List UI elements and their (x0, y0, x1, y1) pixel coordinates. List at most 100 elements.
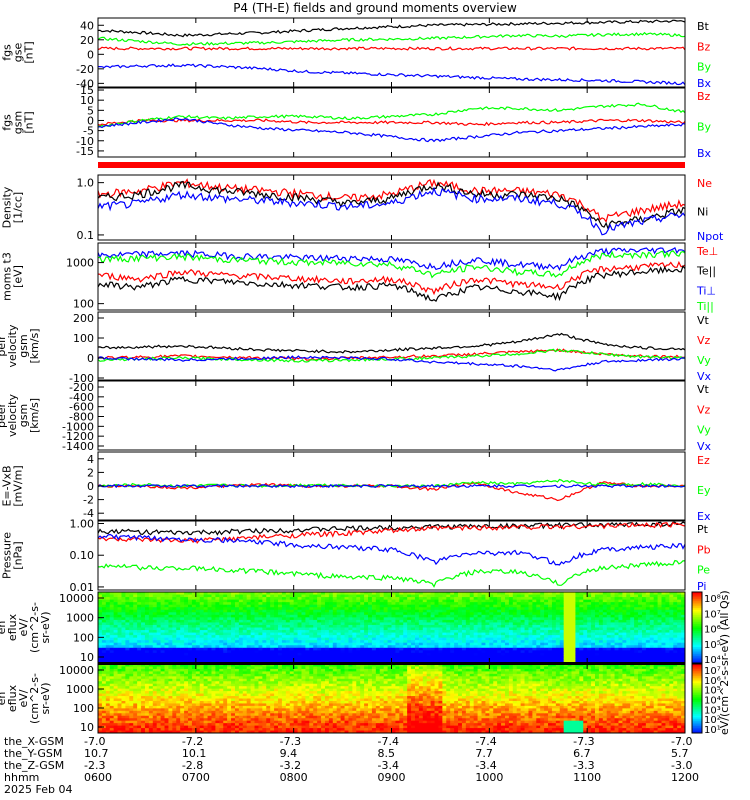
series-line-Bz (97, 46, 686, 51)
panel-frame (97, 87, 686, 158)
series-line-Ti|| (97, 250, 686, 279)
svg-text:[km/s]: [km/s] (28, 328, 41, 363)
footer-value: 0600 (84, 771, 112, 784)
legend-Ti||: Ti|| (696, 300, 714, 313)
y-axis-label: E=-VxB[mV/m] (1, 465, 25, 506)
svg-text:eflux: eflux (6, 613, 19, 641)
series-line-Ni (97, 181, 686, 231)
footer-row: hhmm 0600 0700 0800 0900 1000 1100 1200 (4, 772, 699, 784)
colorbar-tick: 10³ (704, 705, 721, 716)
y-tick-label: 0.01 (70, 581, 95, 594)
y-tick-label: 10 (80, 651, 94, 664)
series-line-Te|| (97, 264, 686, 302)
svg-text:gse: gse (12, 43, 25, 63)
y-tick-label: 10 (80, 721, 94, 734)
footer-value: -7.2 (181, 735, 204, 748)
svg-text:Pressure: Pressure (1, 532, 14, 579)
svg-text:[nT]: [nT] (23, 41, 36, 63)
y-tick-label: -40 (76, 77, 94, 90)
colorbar (691, 591, 703, 664)
series-line-Bx (98, 63, 686, 86)
y-tick-label: 0 (87, 114, 94, 127)
footer-value: 5.7 (671, 747, 689, 760)
footer-value: -3.2 (279, 759, 302, 772)
legend-Vz: Vz (697, 334, 711, 347)
y-tick-label: 10000 (59, 664, 94, 677)
svg-text:[1/cc]: [1/cc] (12, 192, 25, 223)
svg-text:velocity: velocity (6, 394, 19, 437)
y-tick-label: 15 (80, 84, 94, 97)
svg-text:the: the (0, 43, 3, 61)
footer-row: the_X-GSM -7.0 -7.2 -7.3 -7.4 -7.4 -7.3 -7.0 (4, 735, 692, 748)
svg-text:en: en (0, 621, 8, 635)
legend-Bx: Bx (697, 147, 712, 160)
series-line-Pi (97, 533, 686, 566)
colorbar-tick: 10⁷ (704, 666, 721, 677)
footer-value: -3.3 (573, 759, 595, 772)
legend-Pt: Pt (697, 523, 709, 536)
svg-text:moms t3: moms t3 (1, 252, 14, 301)
legend-Vy: Vy (697, 424, 711, 437)
footer-row-label: the_X-GSM (4, 735, 64, 748)
svg-text:sr-eV): sr-eV) (39, 611, 52, 643)
legend-Te||: Te|| (696, 265, 716, 278)
y-tick-label: -4 (83, 507, 94, 520)
legend-By: By (697, 121, 712, 134)
svg-text:(cm^2-s-: (cm^2-s- (28, 602, 41, 653)
y-tick-label: -1400 (62, 440, 94, 453)
colorbar-tick: 10⁵ (704, 686, 721, 697)
svg-text:gsm: gsm (12, 111, 25, 134)
svg-text:velocity: velocity (6, 324, 19, 367)
y-tick-label: -20 (76, 63, 94, 76)
y-tick-label: 10 (80, 94, 94, 107)
y-tick-label: 2 (87, 466, 94, 479)
y-tick-label: -5 (83, 125, 94, 138)
colorbar-tick: 10⁷ (704, 609, 721, 620)
plot-title: P4 (TH-E) fields and ground moments over… (233, 1, 517, 15)
y-tick-label: -10 (76, 135, 94, 148)
y-tick-label: -15 (76, 145, 94, 158)
legend-Ez: Ez (697, 454, 710, 467)
svg-text:peir: peir (0, 335, 8, 357)
footer-value: 10.1 (181, 747, 207, 760)
legend-Vy: Vy (697, 354, 711, 367)
footer-row: the_Z-GSM -2.3 -2.8 -3.2 -3.4 -3.4 -3.3 -3.0 (4, 759, 692, 772)
series-line-Ex (97, 483, 686, 489)
footer-row-label: the_Z-GSM (4, 759, 65, 772)
svg-text:[nT]: [nT] (23, 111, 36, 133)
series-line-Pe (98, 559, 686, 588)
panel-moms-t: 1000 100 Te⊥ Te|| Ti⊥ Ti|| moms t3[eV] (1, 242, 718, 313)
panel-peir-eflux: 10000 1000 100 10 10⁸ 10⁷ 10⁶ 10⁵ 10⁴ thepeirenef… (0, 591, 721, 666)
y-tick-label: 20 (80, 34, 94, 47)
svg-text:[mV/m]: [mV/m] (12, 465, 25, 506)
y-tick-label: -1200 (62, 430, 94, 443)
y-tick-label: 100 (73, 702, 94, 715)
svg-text:gsm: gsm (17, 404, 30, 427)
footer-value: -7.3 (279, 735, 302, 748)
footer-value: -7.0 (84, 735, 106, 748)
y-tick-label: -800 (69, 411, 94, 424)
legend-Vz: Vz (697, 403, 711, 416)
series-line-Ti⊥ (97, 247, 686, 272)
y-tick-label: 5 (87, 104, 94, 117)
colorbar-tick: 10⁸ (704, 594, 721, 605)
y-tick-label: 1000 (66, 257, 94, 270)
legend-Ti⊥: Ti⊥ (696, 284, 716, 297)
series-line-By (97, 31, 686, 47)
svg-text:peer: peer (0, 403, 8, 429)
legend-Bz: Bz (697, 40, 711, 53)
y-tick-label: 100 (73, 298, 94, 311)
y-axis-label: Pressure[nPa] (1, 532, 25, 579)
y-tick-label: 1.00 (70, 518, 95, 531)
svg-text:fgs: fgs (1, 44, 14, 61)
footer-value: -3.4 (475, 759, 497, 772)
footer-value: -3.4 (377, 759, 399, 772)
y-tick-label: -400 (69, 391, 94, 404)
y-tick-label: 0 (87, 48, 94, 61)
orbit-footer: the_X-GSM -7.0 -7.2 -7.3 -7.4 -7.4 -7.3 -7.0 the… (4, 735, 699, 796)
legend-Pb: Pb (697, 543, 711, 556)
svg-text:eV/: eV/ (17, 618, 30, 636)
panel-density: 1.0 0.1 Ne Ni Npot Density[1/cc] (1, 174, 724, 243)
y-tick-label: 200 (73, 312, 94, 325)
panel-pressure: 1.00 0.10 0.01 Pt Pb Pe Pi Pressure[nPa] (1, 518, 711, 594)
